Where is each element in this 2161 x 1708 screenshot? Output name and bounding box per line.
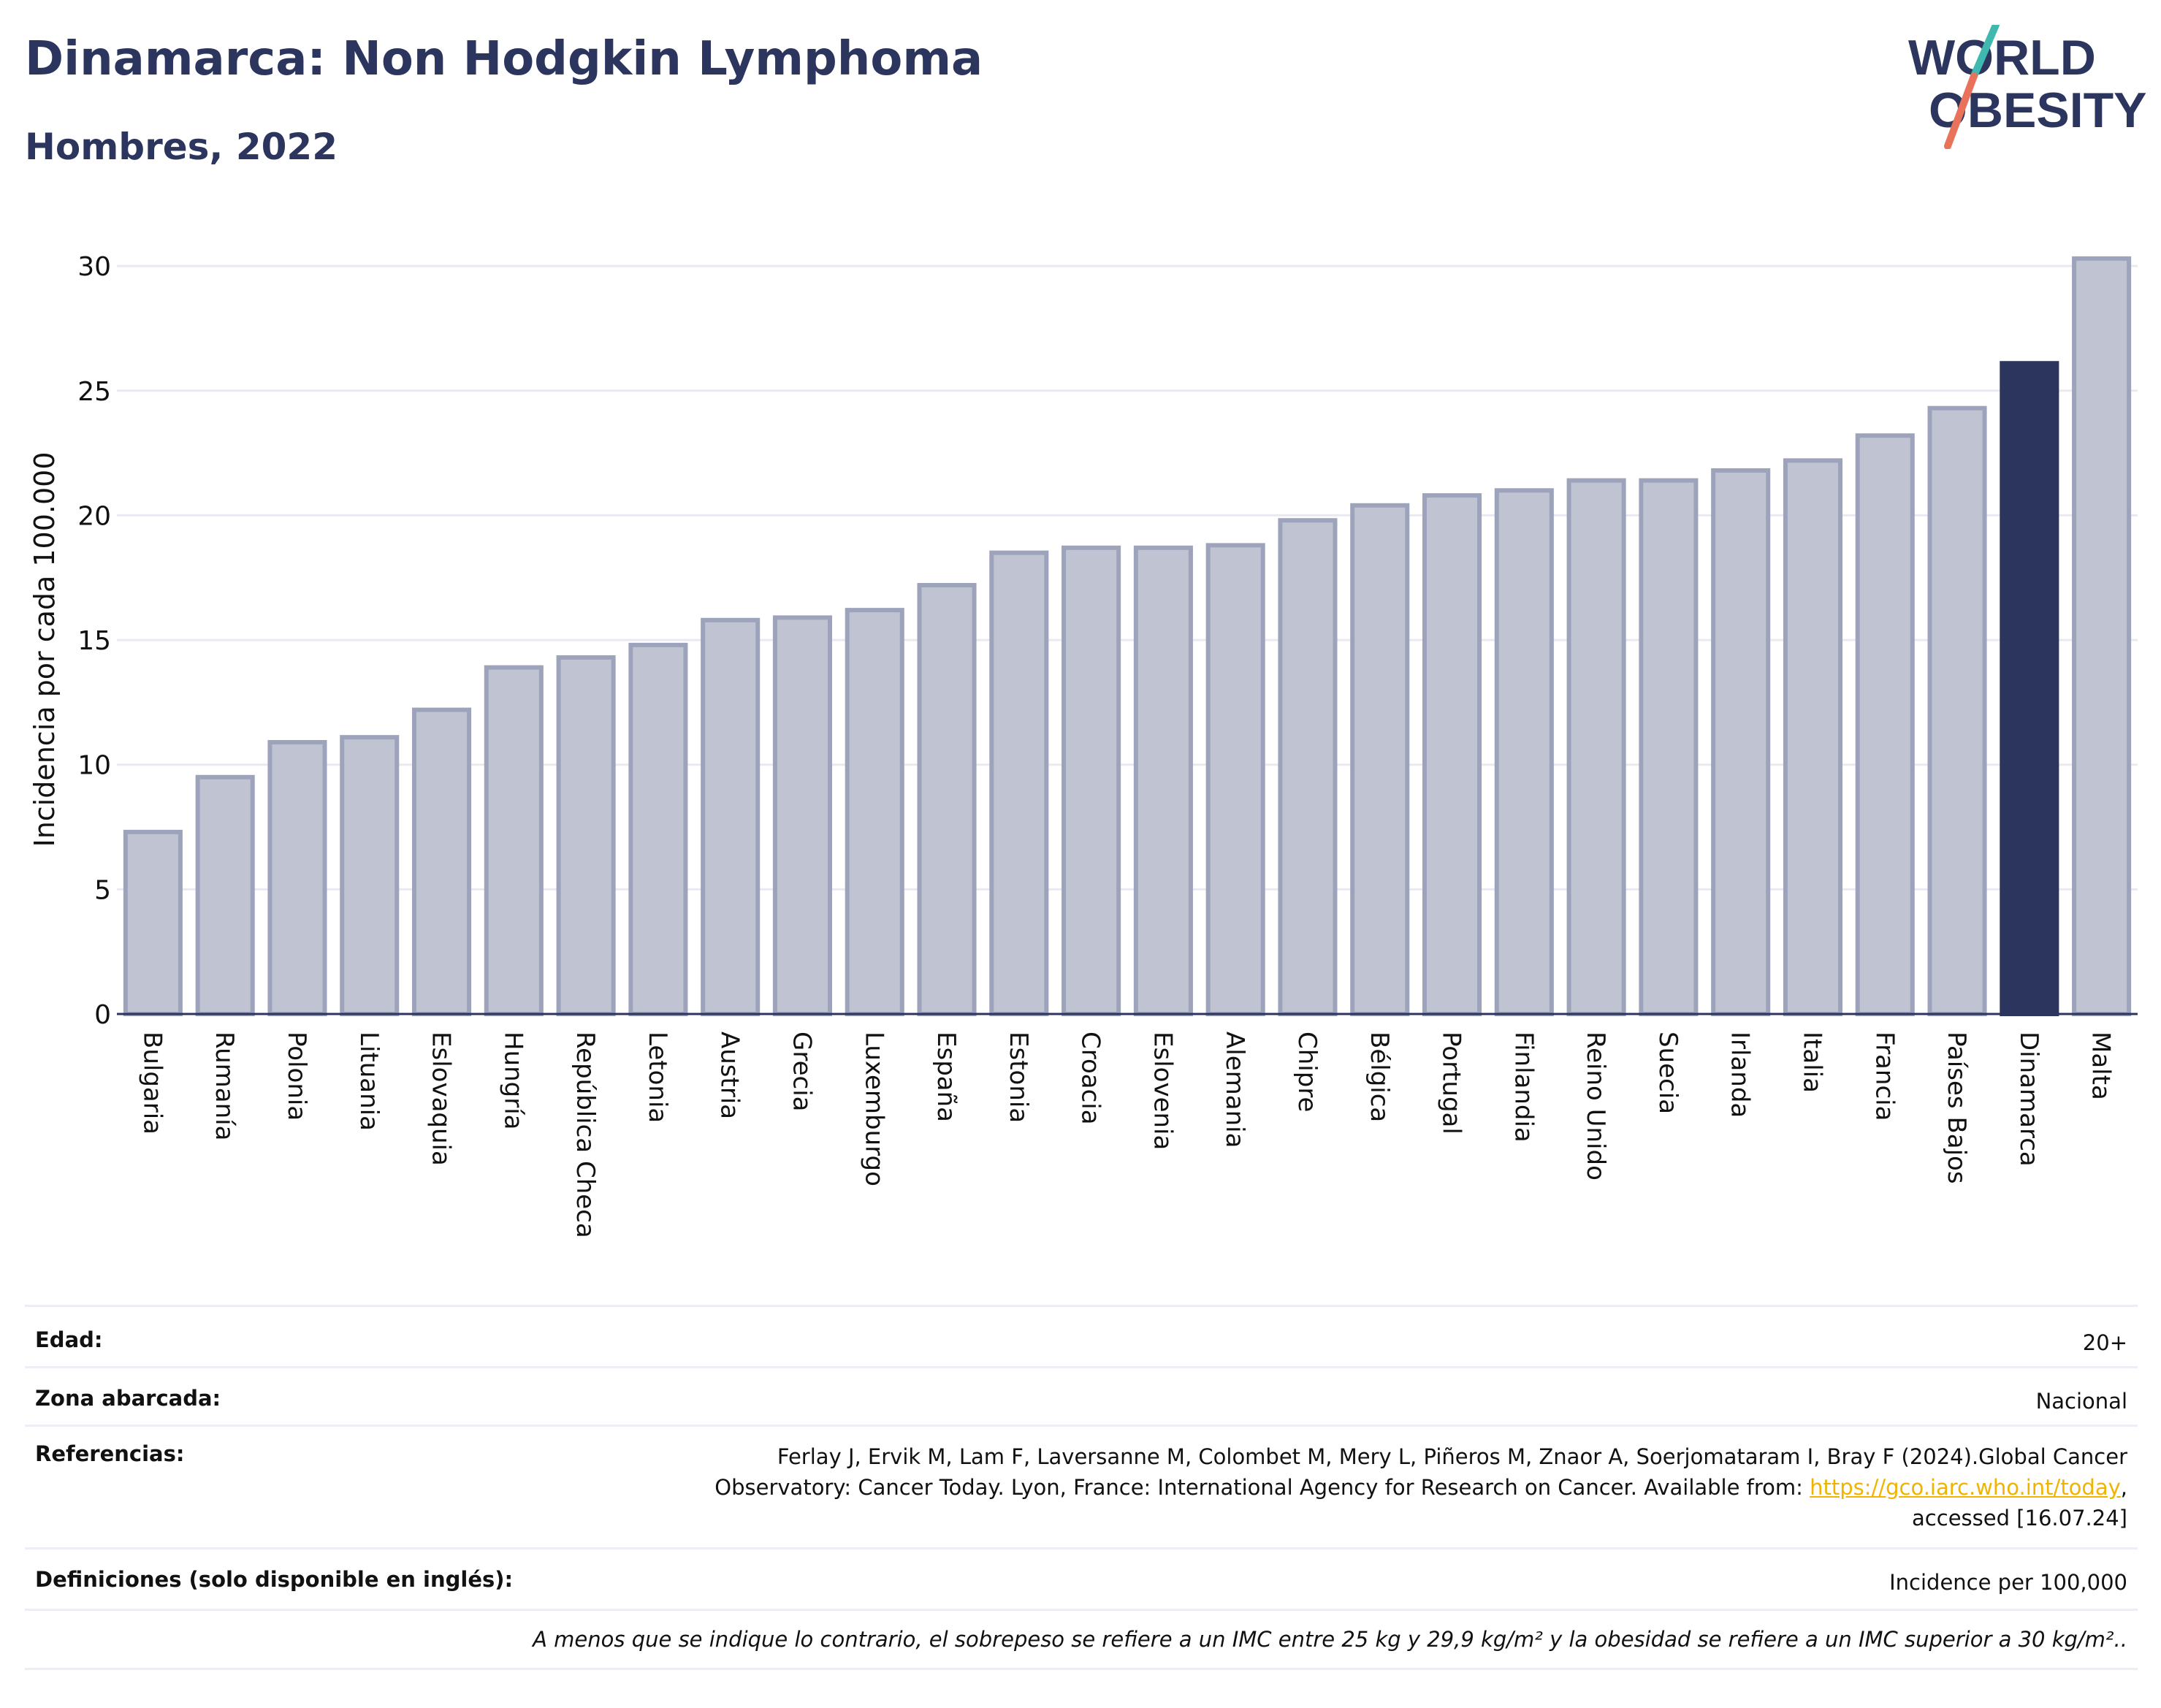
bar-Letonia <box>628 642 688 1016</box>
bar-Estonia <box>989 550 1049 1016</box>
bar-Italia <box>1783 458 1843 1016</box>
bar-Bulgaria <box>123 829 183 1016</box>
x-tick-label: Polonia <box>282 1032 311 1121</box>
bar-Alemania <box>1205 543 1265 1016</box>
x-tick-label: Lituania <box>354 1032 384 1131</box>
x-tick-label: Italia <box>1797 1032 1826 1093</box>
y-tick-label: 25 <box>77 377 111 407</box>
bar-Luxemburgo <box>845 608 904 1016</box>
metadata-table: Edad: 20+ Zona abarcada: Nacional Refere… <box>25 1305 2138 1670</box>
bar-Francia <box>1855 433 1915 1016</box>
bar-Portugal <box>1422 493 1482 1016</box>
x-tick-label: Letonia <box>643 1032 672 1123</box>
x-tick-label: Irlanda <box>1726 1032 1755 1118</box>
footnote: A menos que se indique lo contrario, el … <box>533 1627 2127 1652</box>
x-tick-label: Países Bajos <box>1942 1032 1971 1184</box>
meta-row-definitions: Definiciones (solo disponible en inglés)… <box>25 1547 2138 1609</box>
x-tick-label: Estonia <box>1004 1032 1033 1123</box>
x-tick-label: Alemania <box>1220 1032 1249 1148</box>
logo-line1: WORLD <box>1908 30 2096 85</box>
x-tick-label: Finlandia <box>1509 1032 1538 1143</box>
world-obesity-logo: WORLD OBESITY <box>1908 25 2147 149</box>
bar-Dinamarca <box>2000 361 2059 1017</box>
y-tick-layer: 0 5 10 15 20 25 30 <box>77 252 111 1030</box>
bar-Chipre <box>1278 518 1338 1016</box>
bar-Países Bajos <box>1927 405 1987 1016</box>
y-axis-label: Incidencia por cada 100.000 <box>28 451 61 847</box>
age-value: 20+ <box>2082 1330 2127 1355</box>
bar-Austria <box>701 617 761 1016</box>
logo-slash-bottom <box>1944 72 1978 149</box>
x-tick-label: Chipre <box>1292 1032 1322 1112</box>
x-tick-label: Malta <box>2086 1032 2116 1100</box>
bar-Eslovenia <box>1133 545 1193 1016</box>
age-label: Edad: <box>35 1327 103 1352</box>
x-tick-label: Austria <box>715 1032 744 1119</box>
bar-Grecia <box>772 615 833 1016</box>
bar-Irlanda <box>1711 468 1771 1016</box>
x-tick-label: República Checa <box>571 1032 600 1238</box>
bar-Reino Unido <box>1566 478 1626 1016</box>
y-tick-label: 0 <box>94 1000 111 1030</box>
references-value: Ferlay J, Ervik M, Lam F, Laversanne M, … <box>714 1441 2127 1533</box>
bar-Rumanía <box>195 774 255 1016</box>
meta-row-zone: Zona abarcada: Nacional <box>25 1366 2138 1425</box>
definitions-label: Definiciones (solo disponible en inglés)… <box>35 1567 514 1592</box>
x-tick-label: Eslovaquia <box>427 1032 456 1166</box>
logo-slash-top <box>1970 25 2000 80</box>
x-tick-label: Bulgaria <box>137 1032 167 1135</box>
y-tick-label: 30 <box>77 252 111 282</box>
definitions-value: Incidence per 100,000 <box>1889 1570 2127 1595</box>
bar-Finlandia <box>1494 488 1554 1016</box>
bar-España <box>917 582 977 1016</box>
bar-Lituania <box>340 735 400 1016</box>
bar-República Checa <box>556 655 616 1016</box>
x-tick-label: Dinamarca <box>2014 1032 2043 1167</box>
bar-Malta <box>2072 256 2132 1016</box>
bar-layer <box>123 256 2132 1017</box>
bar-Croacia <box>1062 545 1121 1016</box>
meta-row-note: A menos que se indique lo contrario, el … <box>25 1609 2138 1670</box>
x-tick-label: Luxemburgo <box>859 1032 888 1186</box>
y-tick-label: 20 <box>77 501 111 531</box>
x-tick-label: Rumanía <box>210 1032 239 1140</box>
references-link[interactable]: https://gco.iarc.who.int/today <box>1810 1475 2121 1501</box>
references-line3: accessed [16.07.24] <box>1912 1506 2127 1531</box>
x-tick-label: Grecia <box>787 1032 816 1111</box>
x-tick-label: Bélgica <box>1365 1032 1394 1122</box>
x-tick-label: Hungría <box>498 1032 527 1130</box>
page-title: Dinamarca: Non Hodgkin Lymphoma <box>25 32 983 86</box>
x-tick-label: Portugal <box>1437 1032 1466 1135</box>
meta-row-age: Edad: 20+ <box>25 1305 2138 1366</box>
y-tick-label: 10 <box>77 751 111 781</box>
bar-Hungría <box>484 665 544 1016</box>
x-tick-label: Francia <box>1870 1032 1899 1121</box>
x-tick-label: Eslovenia <box>1148 1032 1177 1150</box>
x-tick-label: Croacia <box>1076 1032 1105 1125</box>
bar-Polonia <box>267 739 327 1016</box>
bar-chart: 0 5 10 15 20 25 30 Bulgaria Rumanía Polonia Litua… <box>28 252 2138 1238</box>
meta-row-references: Referencias: Ferlay J, Ervik M, Lam F, L… <box>25 1425 2138 1547</box>
references-line2-end: , <box>2120 1475 2127 1501</box>
y-tick-label: 15 <box>77 626 111 656</box>
x-tick-layer: Bulgaria Rumanía Polonia Lituania Eslovaquia… <box>137 1032 2115 1238</box>
x-tick-label: Reino Unido <box>1581 1032 1610 1181</box>
bar-Bélgica <box>1350 503 1410 1016</box>
references-line2: Observatory: Cancer Today. Lyon, France:… <box>714 1475 1810 1501</box>
references-label: Referencias: <box>35 1441 185 1466</box>
references-line1: Ferlay J, Ervik M, Lam F, Laversanne M, … <box>777 1444 2127 1469</box>
y-tick-label: 5 <box>94 875 111 905</box>
bar-Eslovaquia <box>411 707 472 1016</box>
x-tick-label: España <box>931 1032 961 1122</box>
zone-value: Nacional <box>2035 1389 2127 1414</box>
bar-Suecia <box>1639 478 1699 1016</box>
zone-label: Zona abarcada: <box>35 1386 221 1411</box>
x-tick-label: Suecia <box>1653 1032 1682 1114</box>
page-subtitle: Hombres, 2022 <box>25 126 338 168</box>
